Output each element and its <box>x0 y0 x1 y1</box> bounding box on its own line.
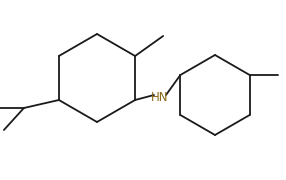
Text: HN: HN <box>151 91 169 104</box>
